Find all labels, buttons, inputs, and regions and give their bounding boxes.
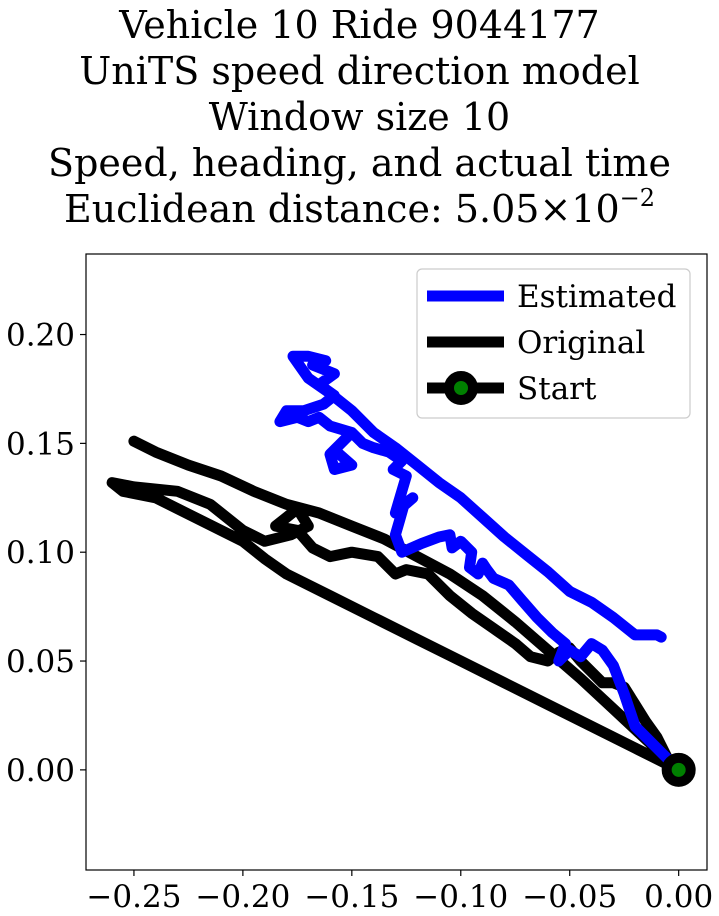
legend-label-original: Original (517, 325, 645, 361)
series-line-original (106, 435, 685, 776)
y-tick-label: 0.15 (6, 426, 75, 462)
y-tick-label: 0.20 (6, 318, 75, 354)
ticks-layer: −0.25 −0.20 −0.15 −0.10 −0.05 0.00 0.00 0.05 0.1… (6, 318, 713, 915)
title-line-3: Window size 10 (208, 95, 511, 139)
x-tick-label: −0.10 (413, 879, 508, 915)
title-line-2: UniTS speed direction model (79, 49, 640, 93)
x-tick-label: −0.20 (195, 879, 290, 915)
y-tick-label: 0.00 (6, 753, 75, 789)
title-line-4: Speed, heading, and actual time (48, 141, 671, 185)
x-tick-label: −0.05 (522, 879, 617, 915)
series-layer (106, 350, 696, 787)
legend-marker-start (444, 371, 478, 405)
y-tick-label: 0.10 (6, 535, 75, 571)
x-tick-label: −0.15 (304, 879, 399, 915)
metric-exponent: −2 (619, 184, 656, 212)
legend-label-start: Start (517, 371, 597, 407)
start-marker (661, 752, 696, 787)
metric-mantissa: 5.05 (454, 187, 540, 231)
title-line-5: Euclidean distance: 5.05×10−2 (0, 186, 719, 232)
chart-title: Vehicle 10 Ride 9044177 UniTS speed dire… (0, 2, 719, 232)
plot-frame (85, 253, 708, 871)
y-tick-label: 0.05 (6, 644, 75, 680)
legend-label-estimated: Estimated (517, 279, 676, 315)
x-tick-label: 0.00 (644, 879, 713, 915)
series-line-estimated (274, 350, 685, 776)
legend-box (416, 268, 691, 419)
legend: Estimated Original Start (416, 268, 691, 419)
metric-base: 10 (571, 187, 620, 231)
x-tick-label: −0.25 (86, 879, 181, 915)
metric-prefix: Euclidean distance: (63, 187, 455, 231)
title-line-1: Vehicle 10 Ride 9044177 (119, 3, 600, 47)
metric-times: × (539, 187, 572, 231)
